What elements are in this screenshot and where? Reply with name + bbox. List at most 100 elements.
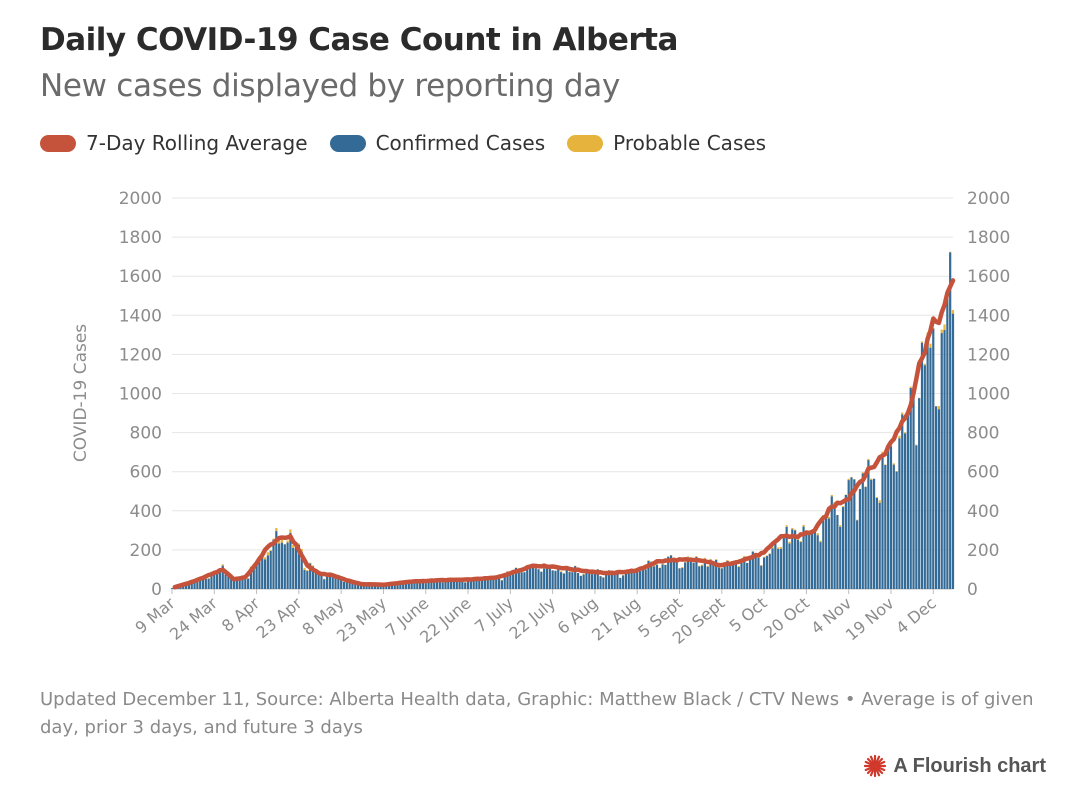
bar-confirmed [193, 581, 196, 589]
bar-confirmed [294, 544, 298, 589]
bar-confirmed [213, 573, 216, 589]
bar-confirmed [825, 516, 828, 589]
bar-confirmed [306, 570, 309, 589]
bar-probable [788, 541, 791, 544]
bar-confirmed [472, 578, 475, 589]
bar-confirmed [624, 572, 628, 589]
legend-item-probable[interactable]: Probable Cases [567, 131, 766, 155]
bar-probable [311, 565, 315, 567]
bar-probable [762, 556, 766, 558]
bar-confirmed [224, 574, 227, 589]
bar-confirmed [864, 487, 867, 589]
y-tick-label: 1400 [967, 306, 1010, 326]
bar-confirmed [791, 529, 794, 589]
bar-confirmed [934, 406, 938, 589]
bar-confirmed [875, 497, 878, 589]
legend-item-rolling-average[interactable]: 7-Day Rolling Average [40, 131, 308, 155]
bar-confirmed [751, 551, 754, 589]
bar-probable [500, 579, 503, 581]
legend-swatch-rolling-average [40, 134, 76, 152]
bar-confirmed [497, 574, 501, 589]
bar-confirmed [799, 542, 802, 589]
bar-confirmed [951, 313, 955, 589]
bar-confirmed [729, 562, 732, 589]
bar-probable [582, 573, 585, 575]
bar-confirmed [717, 567, 721, 589]
y-tick-label: 1800 [119, 228, 162, 248]
bar-confirmed [534, 568, 537, 589]
bar-confirmed [602, 577, 605, 589]
bar-confirmed [867, 460, 870, 589]
bar-confirmed [723, 562, 726, 589]
bar-confirmed [743, 556, 746, 589]
bar-confirmed [762, 557, 766, 589]
bar-probable [785, 525, 788, 527]
flourish-logo-icon [864, 754, 887, 778]
bar-confirmed [382, 585, 385, 589]
bar-confirmed [320, 573, 323, 589]
flourish-brand[interactable]: A Flourish chart [863, 754, 1046, 778]
bar-confirmed [582, 574, 585, 589]
y-tick-label: 1000 [967, 385, 1010, 405]
bar-confirmed [779, 548, 783, 589]
bar-confirmed [354, 581, 357, 589]
bar-confirmed [371, 584, 374, 589]
bar-confirmed [483, 580, 487, 589]
bar-confirmed [376, 585, 379, 589]
footer-note: Updated December 11, Source: Alberta Hea… [40, 689, 1034, 738]
bar-confirmed [839, 526, 842, 589]
bar-confirmed [695, 557, 698, 589]
bar-confirmed [345, 580, 348, 589]
x-tick-label: 4 Dec [892, 594, 940, 638]
bar-confirmed [715, 559, 718, 589]
bar-confirmed [331, 576, 334, 589]
bar-confirmed [416, 582, 419, 589]
bar-probable [777, 547, 780, 549]
bar-confirmed [238, 576, 241, 589]
bar-confirmed [692, 562, 695, 589]
bar-confirmed [579, 575, 582, 589]
bar-confirmed [872, 478, 876, 589]
bar-confirmed [748, 560, 752, 589]
bar-confirmed [619, 577, 622, 589]
bar-confirmed [664, 564, 667, 589]
bar-confirmed [368, 584, 371, 589]
bar-probable [819, 540, 822, 543]
bar-confirmed [393, 583, 396, 589]
bar-probable [870, 478, 873, 480]
bar-confirmed [520, 572, 523, 589]
bar-confirmed [204, 578, 207, 589]
bar-confirmed [740, 562, 743, 589]
bar-confirmed [170, 588, 174, 589]
bar-confirmed [703, 558, 706, 589]
bar-confirmed [421, 582, 425, 589]
legend-label-rolling-average: 7-Day Rolling Average [86, 131, 308, 155]
bar-confirmed [571, 572, 574, 589]
bars [170, 251, 955, 590]
bar-probable [706, 565, 709, 567]
bar-confirmed [447, 580, 450, 589]
bar-confirmed [503, 576, 506, 589]
bar-confirmed [782, 537, 785, 589]
x-tick-label: 22 July [505, 594, 559, 643]
bar-confirmed [698, 566, 701, 589]
bar-confirmed [641, 569, 644, 589]
bar-confirmed [844, 494, 847, 589]
bar-confirmed [788, 543, 791, 589]
bar-confirmed [433, 580, 436, 589]
bar-confirmed [884, 464, 887, 589]
bar-confirmed [915, 445, 918, 589]
y-tick-label: 1800 [967, 228, 1010, 248]
bar-confirmed [554, 570, 557, 589]
bar-confirmed [478, 578, 481, 589]
bar-probable [695, 556, 698, 558]
bar-probable [309, 562, 312, 564]
bar-confirmed [638, 571, 642, 589]
bar-confirmed [469, 578, 472, 589]
bar-confirmed [940, 333, 943, 589]
legend-item-confirmed[interactable]: Confirmed Cases [329, 131, 545, 155]
bar-probable [269, 550, 272, 552]
bar-probable [937, 406, 941, 410]
bar-confirmed [348, 579, 351, 589]
bar-confirmed [667, 556, 670, 589]
